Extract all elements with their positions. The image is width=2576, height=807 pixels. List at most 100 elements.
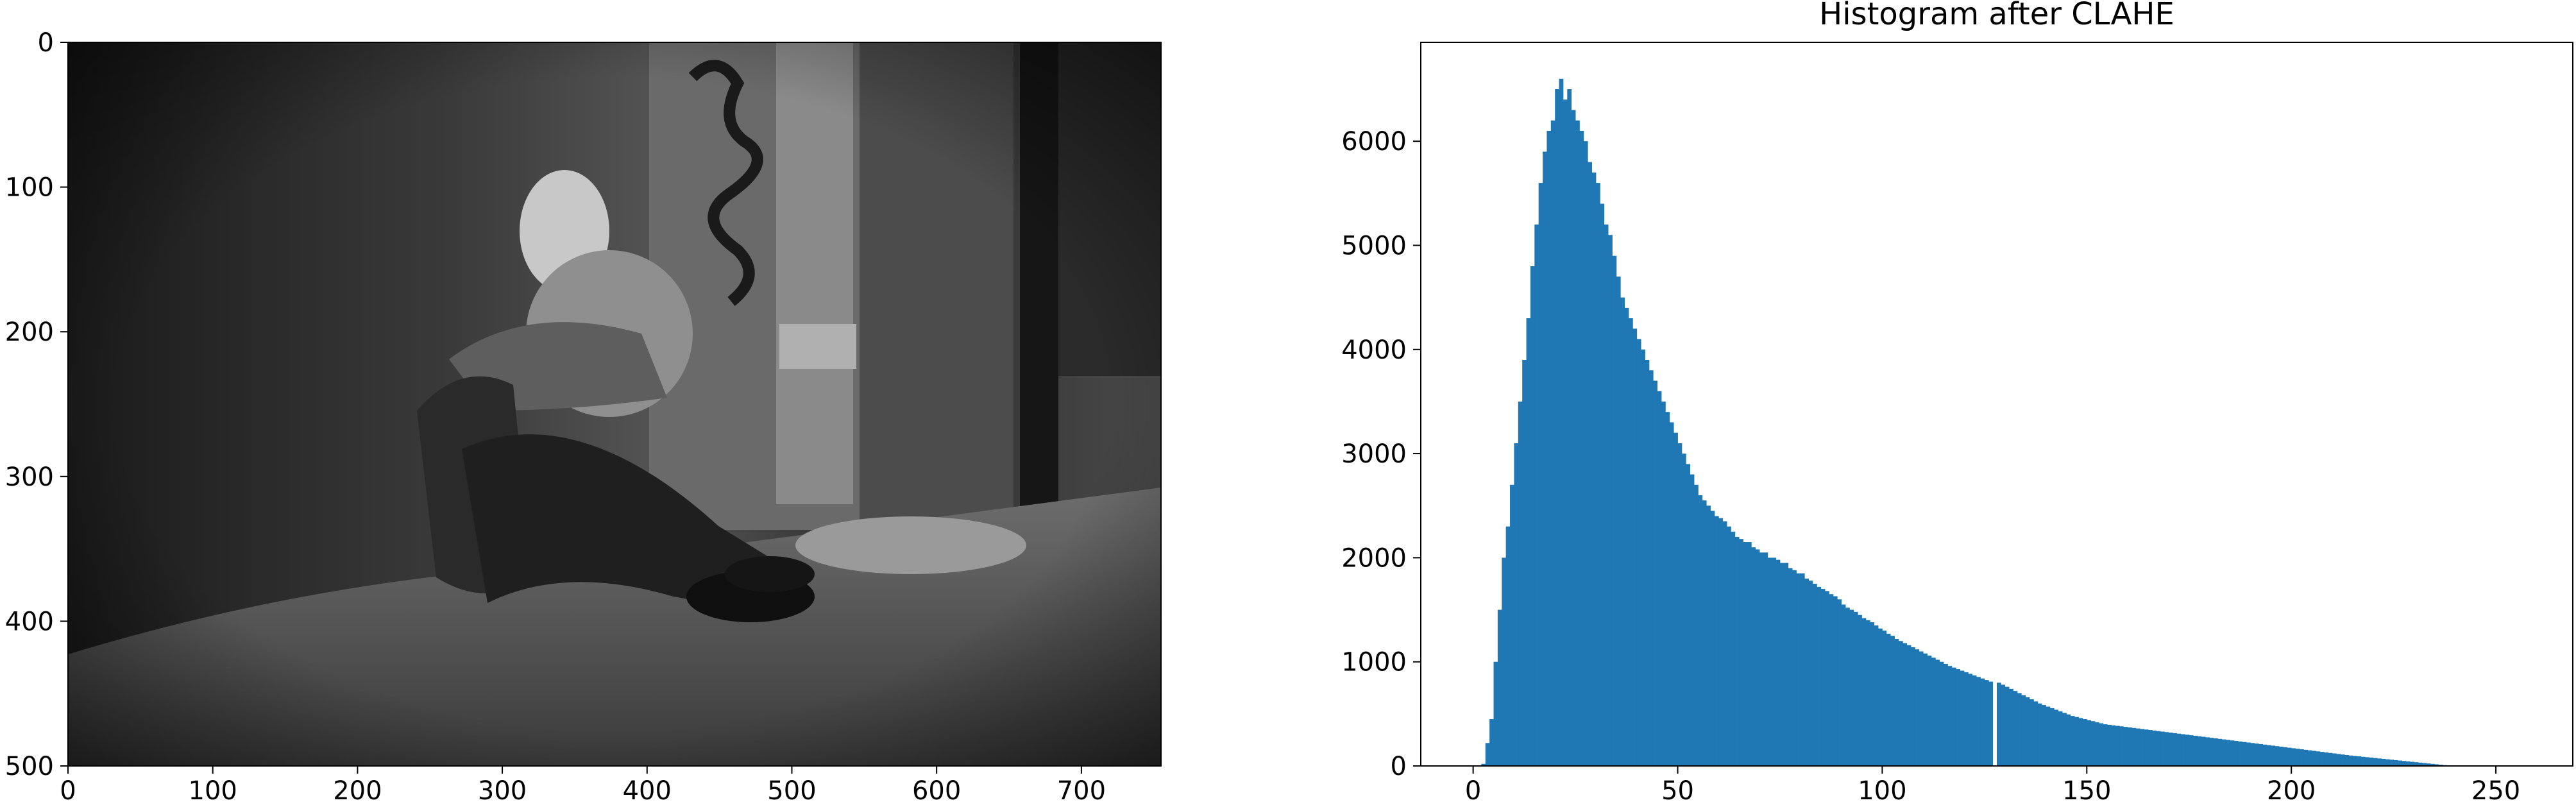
- histogram-bar: [1759, 552, 1764, 766]
- histogram-bar: [2398, 760, 2402, 766]
- histogram-bar: [2025, 697, 2030, 766]
- histogram-bar: [2418, 762, 2423, 766]
- histogram-bar: [1710, 511, 1715, 766]
- histogram-bar: [2185, 735, 2190, 766]
- histogram-bar: [2099, 723, 2104, 766]
- image-x-tick-label: 400: [623, 776, 672, 806]
- histogram-bar: [1612, 255, 1617, 766]
- histogram-bar: [1960, 670, 1965, 766]
- histogram-bar: [2131, 727, 2137, 766]
- histogram-bar: [1956, 669, 1960, 766]
- image-y-tick-label: 100: [5, 173, 54, 203]
- histogram-bar: [1882, 631, 1887, 766]
- histogram-bar: [2324, 752, 2329, 766]
- histogram-bar: [1968, 674, 1973, 766]
- histogram-bar: [2291, 748, 2296, 766]
- histogram-bar: [2058, 711, 2063, 766]
- histogram-bar: [2066, 714, 2071, 766]
- histogram-bar: [1718, 518, 1724, 766]
- image-x-tick-label: 600: [912, 776, 961, 806]
- histogram-bar: [2033, 701, 2038, 766]
- histogram-panel: Histogram after CLAHE 0 50 100 150 200 250 0 1…: [1341, 0, 2573, 806]
- histogram-bar: [2009, 688, 2013, 766]
- histogram-bar: [1497, 609, 1502, 766]
- histogram-bar: [1538, 183, 1543, 766]
- histogram-bar: [1906, 645, 1911, 766]
- histogram-bar: [1628, 318, 1633, 766]
- histogram-bar: [1665, 412, 1670, 766]
- image-panel: 0 100 200 300 400 500 600 700 0 100 200 300 400 500: [5, 28, 1162, 806]
- histogram-bar: [2414, 762, 2419, 766]
- histogram-bar: [2042, 705, 2046, 766]
- histogram-bar: [1616, 276, 1621, 766]
- histogram-bar: [1648, 370, 1654, 766]
- histogram-bar: [1784, 563, 1789, 766]
- histogram-bar: [2070, 716, 2075, 766]
- histogram-bar: [1620, 297, 1625, 767]
- histogram-bar: [1747, 542, 1752, 766]
- histogram-bar: [2001, 684, 2006, 766]
- histogram-bar: [2426, 763, 2431, 766]
- histogram-bar: [2173, 733, 2178, 766]
- histogram-bar: [2405, 761, 2411, 766]
- histogram-bar: [2148, 730, 2153, 766]
- histogram-bar: [1963, 672, 1969, 766]
- histogram-bar: [1734, 536, 1740, 766]
- histogram-bar: [2279, 746, 2284, 766]
- histogram-bar: [1919, 651, 1924, 766]
- histogram-bar: [2262, 744, 2267, 766]
- histogram-bar: [1751, 547, 1756, 766]
- histogram-bar: [1878, 628, 1883, 766]
- image-y-axis: 0 100 200 300 400 500: [5, 28, 68, 781]
- chart-title: Histogram after CLAHE: [1819, 0, 2174, 32]
- histogram-bar: [1567, 89, 1572, 766]
- histogram-bar: [1755, 549, 1760, 766]
- histogram-bar: [1518, 401, 1523, 766]
- histogram-bar: [1939, 661, 1944, 766]
- image-x-tick-label: 0: [60, 776, 76, 806]
- histogram-bar: [2029, 699, 2034, 766]
- histogram-bar: [2214, 738, 2218, 766]
- histogram-bar: [2246, 742, 2251, 766]
- histogram-bar: [2217, 738, 2223, 766]
- histogram-bar: [2013, 691, 2018, 766]
- histogram-bar: [2332, 753, 2337, 766]
- histogram-bar: [2119, 726, 2124, 766]
- histogram-bar: [1931, 658, 1936, 766]
- histogram-y-tick-label: 6000: [1341, 127, 1407, 157]
- histogram-bar: [2230, 740, 2235, 766]
- histogram-bar: [2135, 728, 2140, 766]
- histogram-bar: [1657, 391, 1662, 766]
- image-x-axis: 0 100 200 300 400 500 600 700: [60, 766, 1106, 806]
- histogram-bar: [1894, 638, 1899, 766]
- histogram-x-tick-label: 100: [1858, 776, 1906, 806]
- histogram-bar: [2389, 760, 2394, 766]
- histogram-bar: [1514, 443, 1519, 766]
- histogram-bar: [1722, 521, 1727, 766]
- histogram-bar: [2319, 752, 2325, 766]
- histogram-bar: [1645, 360, 1650, 766]
- histogram-bar: [2348, 755, 2353, 766]
- histogram-bar: [2283, 747, 2288, 766]
- histogram-bar: [1796, 573, 1801, 766]
- histogram-bar: [1804, 578, 1809, 766]
- histogram-x-tick-label: 250: [2471, 776, 2520, 806]
- plot-frame: [1420, 42, 2573, 767]
- image-y-tick-label: 0: [38, 28, 54, 58]
- histogram-bar: [1944, 663, 1948, 766]
- histogram-bar: [1731, 531, 1736, 766]
- histogram-bar: [1502, 557, 1507, 766]
- histogram-bar: [1808, 581, 1813, 766]
- image-x-tick-label: 300: [478, 776, 527, 806]
- image-y-tick-label: 200: [5, 318, 54, 347]
- histogram-bar: [2037, 703, 2042, 766]
- histogram-bar: [2295, 749, 2300, 766]
- histogram-bar: [1861, 618, 1867, 766]
- histogram-bar: [2021, 695, 2026, 766]
- histogram-bar: [1890, 636, 1895, 766]
- histogram-bar: [2275, 746, 2280, 766]
- histogram-bar: [1772, 557, 1776, 766]
- image-x-tick-label: 500: [767, 776, 816, 806]
- histogram-bar: [2128, 727, 2132, 766]
- histogram-y-tick-label: 4000: [1341, 336, 1407, 365]
